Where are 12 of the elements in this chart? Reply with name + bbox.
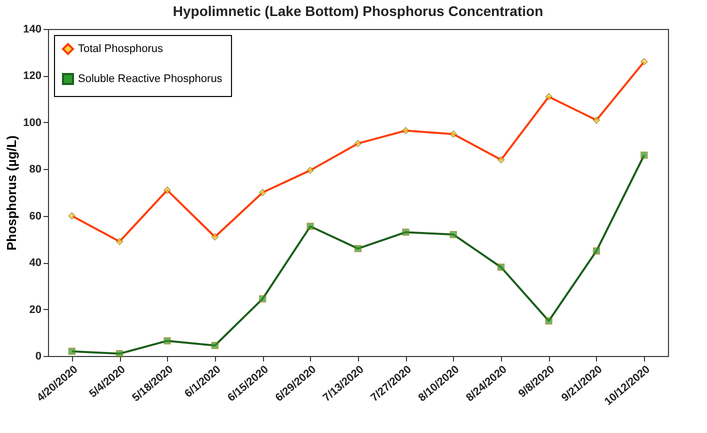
y-tick-label: 100 bbox=[23, 116, 42, 129]
y-tick-label: 60 bbox=[29, 210, 42, 222]
y-axis-title: Phosphorus (µg/L) bbox=[4, 135, 20, 251]
legend-label: Soluble Reactive Phosphorus bbox=[78, 73, 223, 85]
y-tick-label: 20 bbox=[29, 304, 42, 316]
y-tick-label: 40 bbox=[29, 257, 42, 270]
y-tick-label: 120 bbox=[23, 70, 42, 82]
y-tick-label: 80 bbox=[29, 164, 42, 176]
y-tick-label: 0 bbox=[35, 350, 42, 362]
legend-label: Total Phosphorus bbox=[78, 43, 164, 55]
y-tick-label: 140 bbox=[23, 24, 42, 36]
chart-title: Hypolimnetic (Lake Bottom) Phosphorus Concentration bbox=[172, 3, 544, 19]
